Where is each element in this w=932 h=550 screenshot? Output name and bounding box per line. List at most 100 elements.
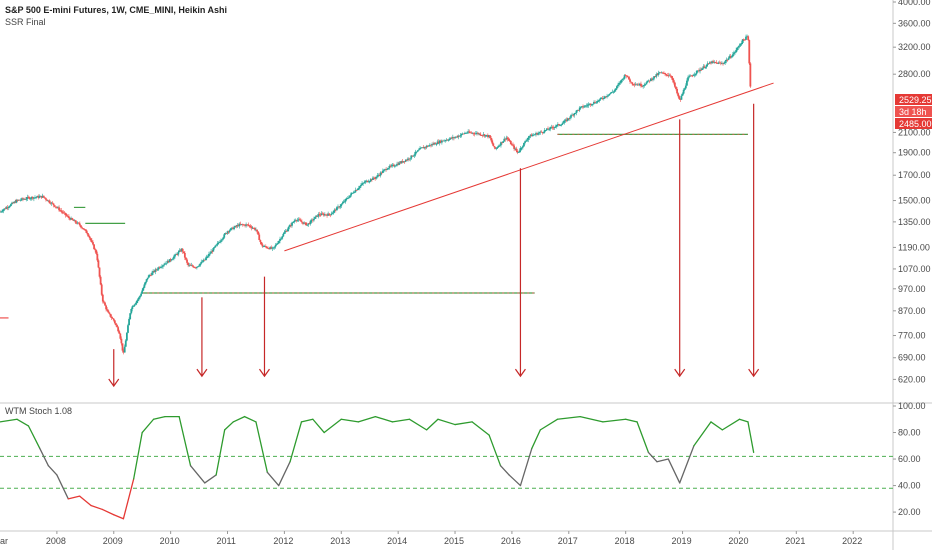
candle-body xyxy=(93,244,95,250)
candle-body xyxy=(386,169,389,170)
candle-body xyxy=(513,145,515,149)
candle-body xyxy=(326,214,328,216)
candle-body xyxy=(679,99,682,100)
candle-body xyxy=(340,204,343,207)
candle-body xyxy=(492,143,495,147)
candle-body xyxy=(533,134,536,136)
candle-body xyxy=(70,218,72,220)
candle-body xyxy=(258,234,261,241)
candle-body xyxy=(332,210,335,213)
candle-body xyxy=(480,135,483,136)
candle-body xyxy=(527,137,530,140)
candle-body xyxy=(666,75,669,76)
candle-body xyxy=(24,199,27,200)
candle-body xyxy=(412,155,415,157)
candle-body xyxy=(201,261,204,263)
candle-body xyxy=(444,140,447,142)
candle-body xyxy=(142,287,145,291)
candle-body xyxy=(182,251,185,253)
candle-body xyxy=(259,240,262,243)
candle-body xyxy=(30,196,33,199)
candle-body xyxy=(691,75,694,77)
stoch-segment xyxy=(189,465,206,484)
candle-body xyxy=(315,215,318,217)
stoch-segment xyxy=(747,421,755,454)
candle-body xyxy=(127,325,129,333)
candle-body xyxy=(583,106,586,108)
candle-body xyxy=(191,265,194,267)
candle-body xyxy=(162,265,164,267)
price-tick-label: 1350.00 xyxy=(898,217,931,227)
candle-body xyxy=(167,260,170,263)
candle-body xyxy=(224,233,227,235)
candle-body xyxy=(330,213,333,216)
candle-body xyxy=(186,259,188,263)
candle-body xyxy=(548,129,551,131)
candle-body xyxy=(361,183,363,185)
candle-body xyxy=(677,93,680,97)
stoch-segment xyxy=(56,474,69,500)
candle-body xyxy=(675,86,677,89)
candle-body xyxy=(387,168,390,170)
candle-body xyxy=(333,209,336,211)
candle-body xyxy=(216,242,219,245)
candle-body xyxy=(477,132,479,135)
candle-body xyxy=(465,132,467,134)
candle-body xyxy=(738,45,741,47)
candle-body xyxy=(737,46,740,48)
candle-body xyxy=(11,202,13,205)
candle-body xyxy=(293,220,296,223)
candle-body xyxy=(743,39,746,41)
candle-body xyxy=(265,246,268,248)
candle-body xyxy=(406,159,408,161)
candle-body xyxy=(59,210,62,212)
candle-body xyxy=(699,69,701,72)
candle-body xyxy=(579,106,582,108)
stoch-segment xyxy=(667,458,681,484)
candle-body xyxy=(656,74,659,75)
candle-body xyxy=(686,80,688,86)
candle-body xyxy=(577,109,580,111)
candle-body xyxy=(482,134,485,136)
candle-body xyxy=(310,219,313,221)
candle-body xyxy=(736,47,739,50)
candle-body xyxy=(238,223,241,227)
candle-body xyxy=(316,215,319,217)
candle-body xyxy=(634,84,637,86)
candle-body xyxy=(711,61,713,64)
candle-body xyxy=(516,150,519,153)
candle-body xyxy=(517,151,520,153)
candle-body xyxy=(302,222,304,224)
candle-body xyxy=(388,165,391,169)
candle-body xyxy=(745,36,747,40)
candle-body xyxy=(197,266,199,268)
candle-body xyxy=(129,313,132,320)
candle-body xyxy=(664,73,666,75)
stoch-tick-label: 100.00 xyxy=(898,401,926,411)
candle-body xyxy=(284,231,287,233)
candle-body xyxy=(511,144,513,146)
candle-body xyxy=(319,214,322,216)
candle-body xyxy=(371,179,373,181)
candle-body xyxy=(746,36,748,38)
candle-body xyxy=(725,59,728,62)
candle-body xyxy=(306,224,309,226)
candle-body xyxy=(157,267,160,270)
candle-body xyxy=(411,155,414,157)
candle-body xyxy=(637,84,640,86)
candle-body xyxy=(484,135,487,137)
candle-body xyxy=(611,91,614,93)
candle-body xyxy=(621,78,624,80)
candle-body xyxy=(60,210,63,212)
stoch-segment xyxy=(255,421,268,473)
candle-body xyxy=(712,61,715,63)
stoch-segment xyxy=(152,415,166,420)
stoch-segment xyxy=(266,471,280,487)
candle-body xyxy=(599,98,602,100)
candle-body xyxy=(435,144,438,145)
candle-body xyxy=(727,58,730,60)
candle-body xyxy=(350,193,353,196)
candle-body xyxy=(341,203,344,205)
candle-body xyxy=(741,39,744,43)
candle-body xyxy=(587,104,590,106)
